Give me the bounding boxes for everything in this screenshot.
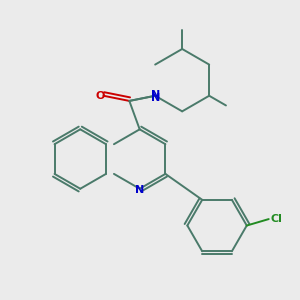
Text: N: N — [151, 90, 160, 100]
Text: N: N — [135, 185, 144, 195]
Text: N: N — [151, 93, 160, 103]
Text: O: O — [95, 91, 105, 101]
Text: Cl: Cl — [271, 214, 283, 224]
